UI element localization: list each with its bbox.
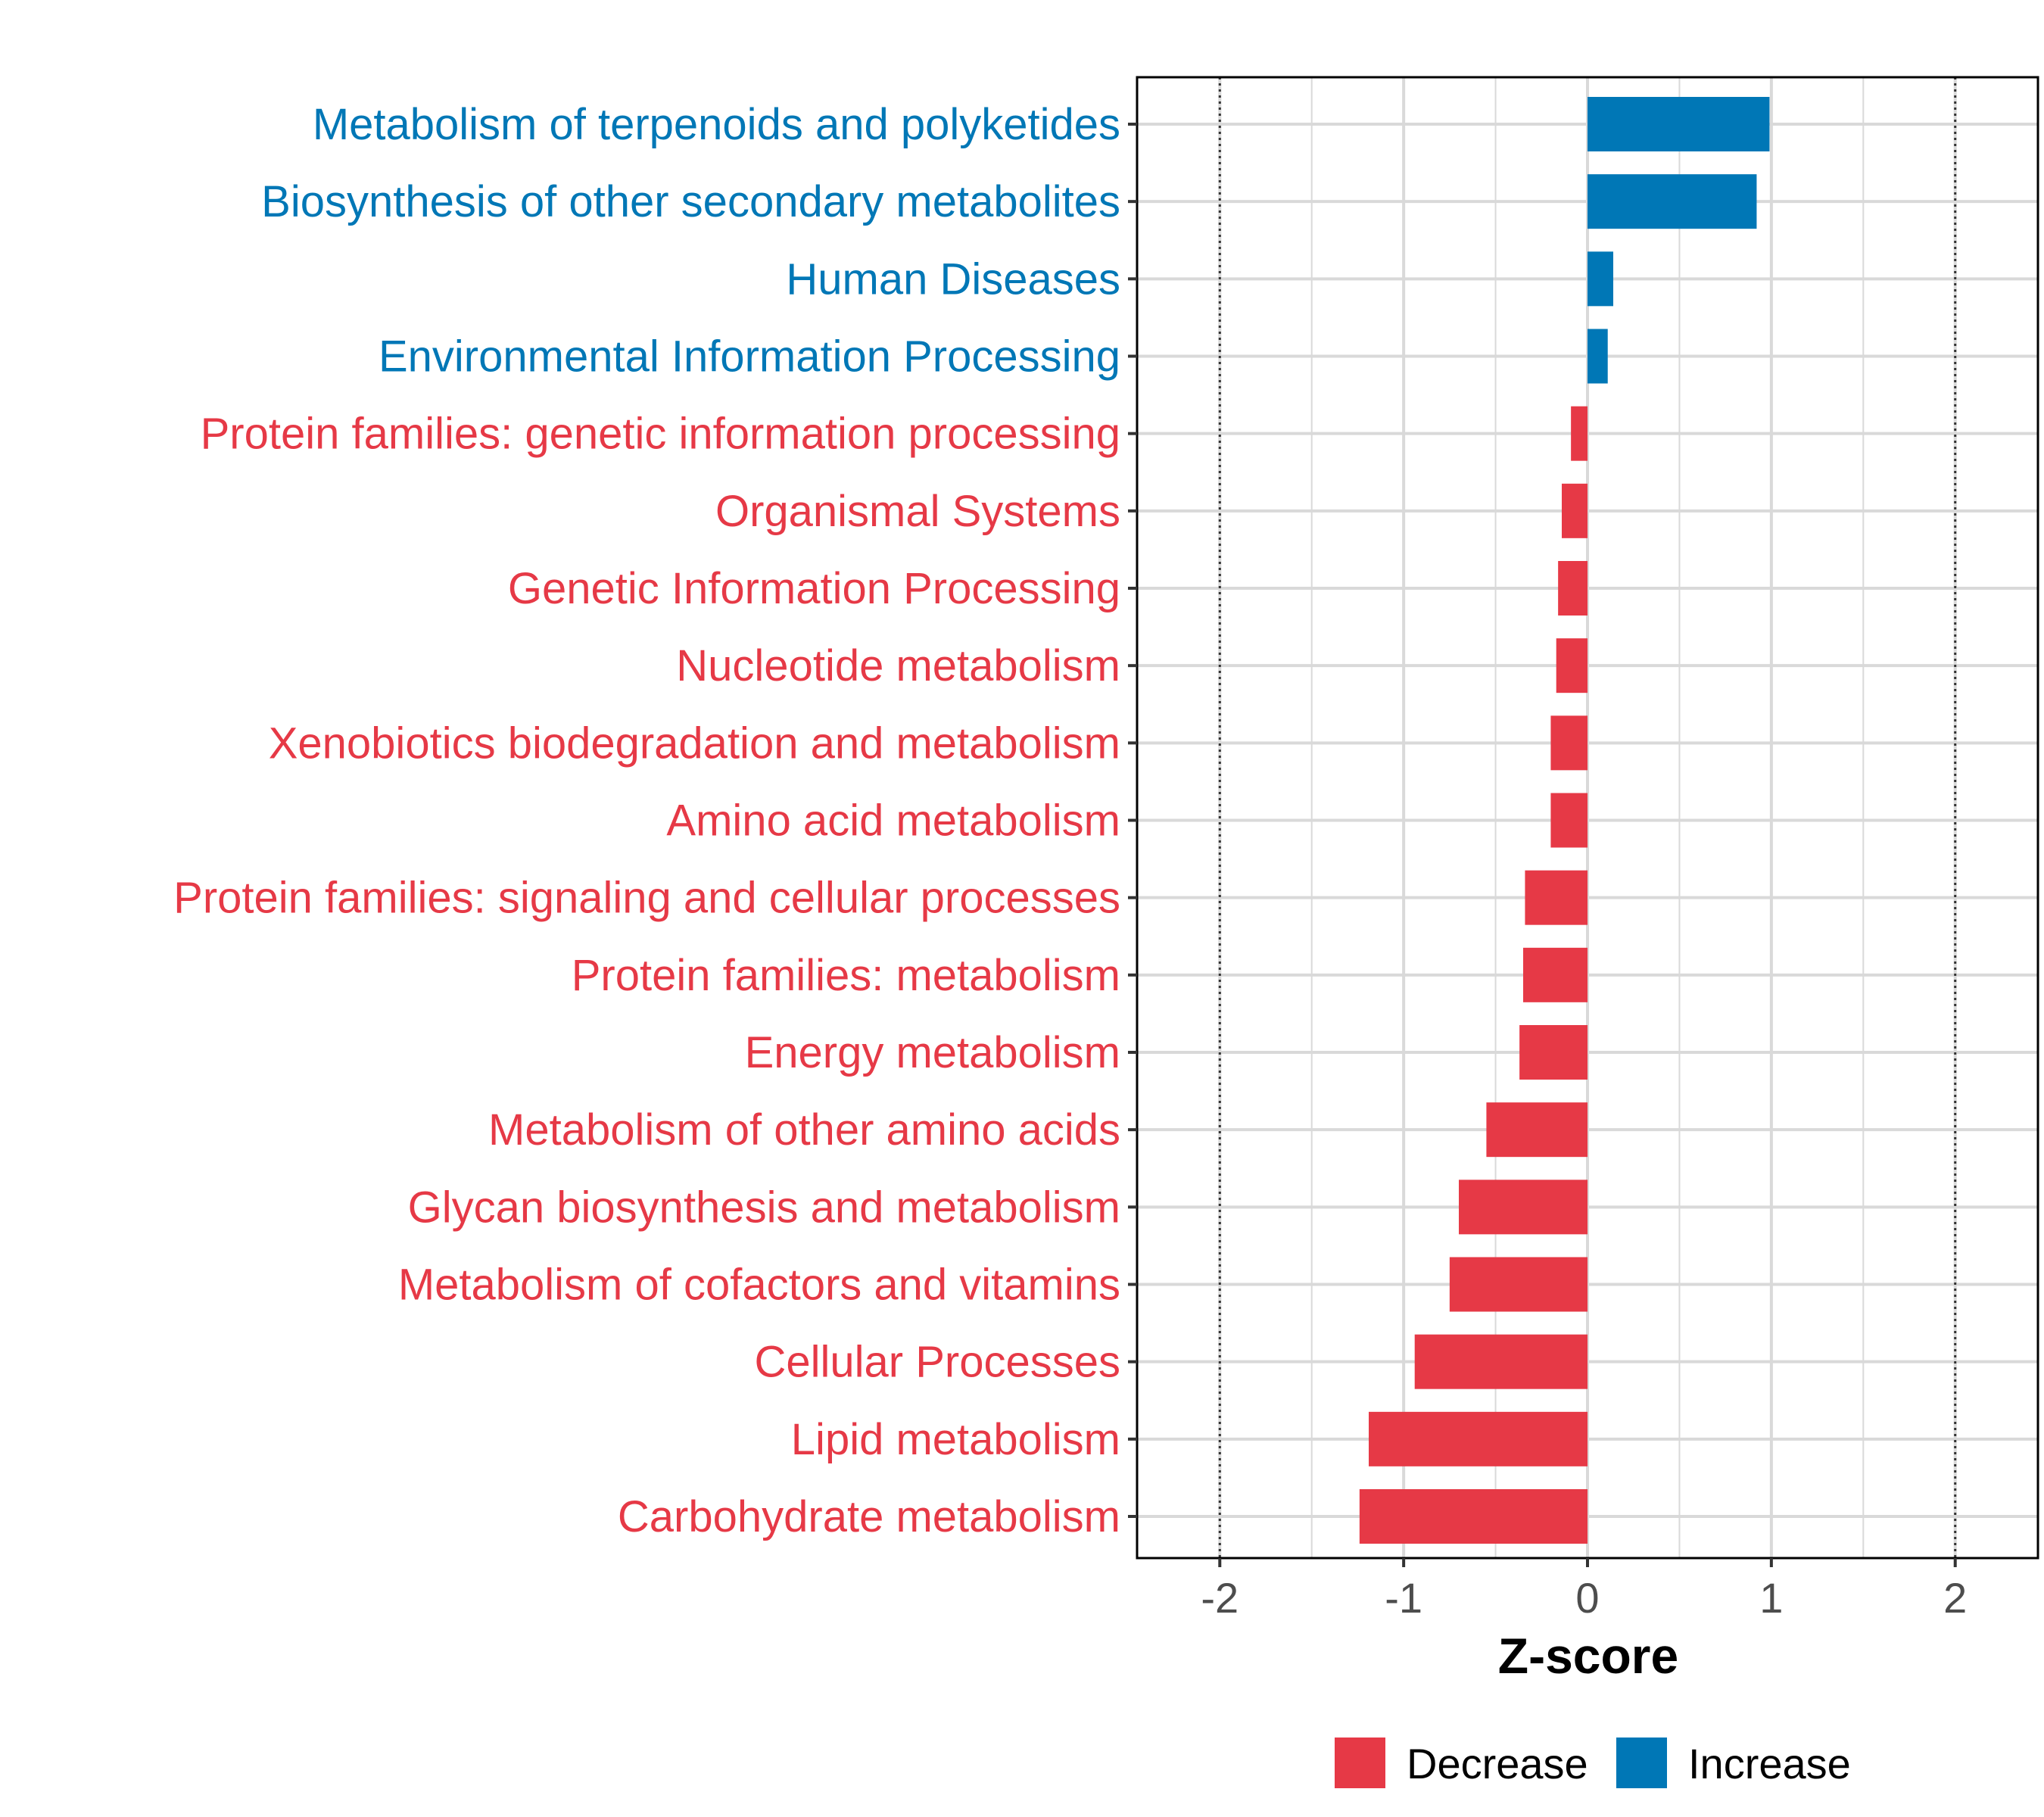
legend-swatch-decrease <box>1335 1738 1385 1788</box>
category-label: Protein families: signaling and cellular… <box>173 874 1120 923</box>
bar-decrease <box>1556 638 1588 693</box>
category-label: Glycan biosynthesis and metabolism <box>408 1183 1120 1232</box>
category-label: Biosynthesis of other secondary metaboli… <box>261 177 1120 226</box>
x-axis-title: Z-score <box>1498 1628 1678 1684</box>
legend: Decrease Increase <box>1335 1738 1851 1788</box>
bar-decrease <box>1414 1334 1588 1389</box>
bar-increase <box>1588 97 1770 151</box>
bar-decrease <box>1523 947 1588 1002</box>
category-label: Genetic Information Processing <box>508 564 1120 613</box>
bar-increase <box>1588 251 1613 307</box>
category-label: Human Diseases <box>786 254 1120 304</box>
category-label: Protein families: genetic information pr… <box>201 410 1120 459</box>
bar-decrease <box>1519 1025 1588 1080</box>
legend-label-decrease: Decrease <box>1407 1740 1588 1787</box>
legend-swatch-increase <box>1616 1738 1667 1788</box>
bar-decrease <box>1449 1257 1588 1312</box>
bar-decrease <box>1486 1102 1588 1158</box>
category-label: Environmental Information Processing <box>379 332 1120 382</box>
bar-decrease <box>1562 483 1588 538</box>
category-label: Xenobiotics biodegradation and metabolis… <box>269 718 1120 768</box>
bar-decrease <box>1369 1411 1588 1466</box>
category-label: Metabolism of cofactors and vitamins <box>398 1261 1120 1310</box>
category-label: Nucleotide metabolism <box>676 641 1120 690</box>
category-label: Energy metabolism <box>745 1028 1120 1077</box>
bar-decrease <box>1359 1489 1588 1544</box>
bar-decrease <box>1550 793 1588 848</box>
bar-increase <box>1588 174 1757 229</box>
bar-decrease <box>1558 561 1588 616</box>
category-label: Organismal Systems <box>715 487 1120 536</box>
x-tick-label: 0 <box>1575 1574 1599 1622</box>
category-label: Lipid metabolism <box>791 1415 1120 1464</box>
x-axis-ticks: -2 -1 0 1 2 <box>1201 1558 1967 1622</box>
x-tick-label: 2 <box>1943 1574 1967 1622</box>
category-label: Carbohydrate metabolism <box>618 1492 1120 1541</box>
category-label: Amino acid metabolism <box>666 796 1120 846</box>
category-label: Metabolism of terpenoids and polyketides <box>313 100 1120 149</box>
y-axis-category-labels: Metabolism of terpenoids and polyketides… <box>173 100 1120 1541</box>
x-tick-label: -2 <box>1201 1574 1239 1622</box>
bars-layer <box>1359 97 1770 1544</box>
bar-decrease <box>1525 870 1588 925</box>
bar-decrease <box>1550 715 1588 771</box>
category-label: Protein families: metabolism <box>572 951 1120 1000</box>
reference-lines-layer <box>1218 77 1957 1558</box>
x-tick-label: -1 <box>1385 1574 1422 1622</box>
category-label: Metabolism of other amino acids <box>488 1105 1120 1155</box>
y-axis-ticks <box>1128 123 1137 1518</box>
x-tick-label: 1 <box>1759 1574 1783 1622</box>
legend-label-increase: Increase <box>1688 1740 1851 1787</box>
bar-decrease <box>1459 1180 1588 1235</box>
bar-decrease <box>1571 406 1588 461</box>
bar-increase <box>1588 329 1608 384</box>
category-label: Cellular Processes <box>754 1338 1120 1387</box>
